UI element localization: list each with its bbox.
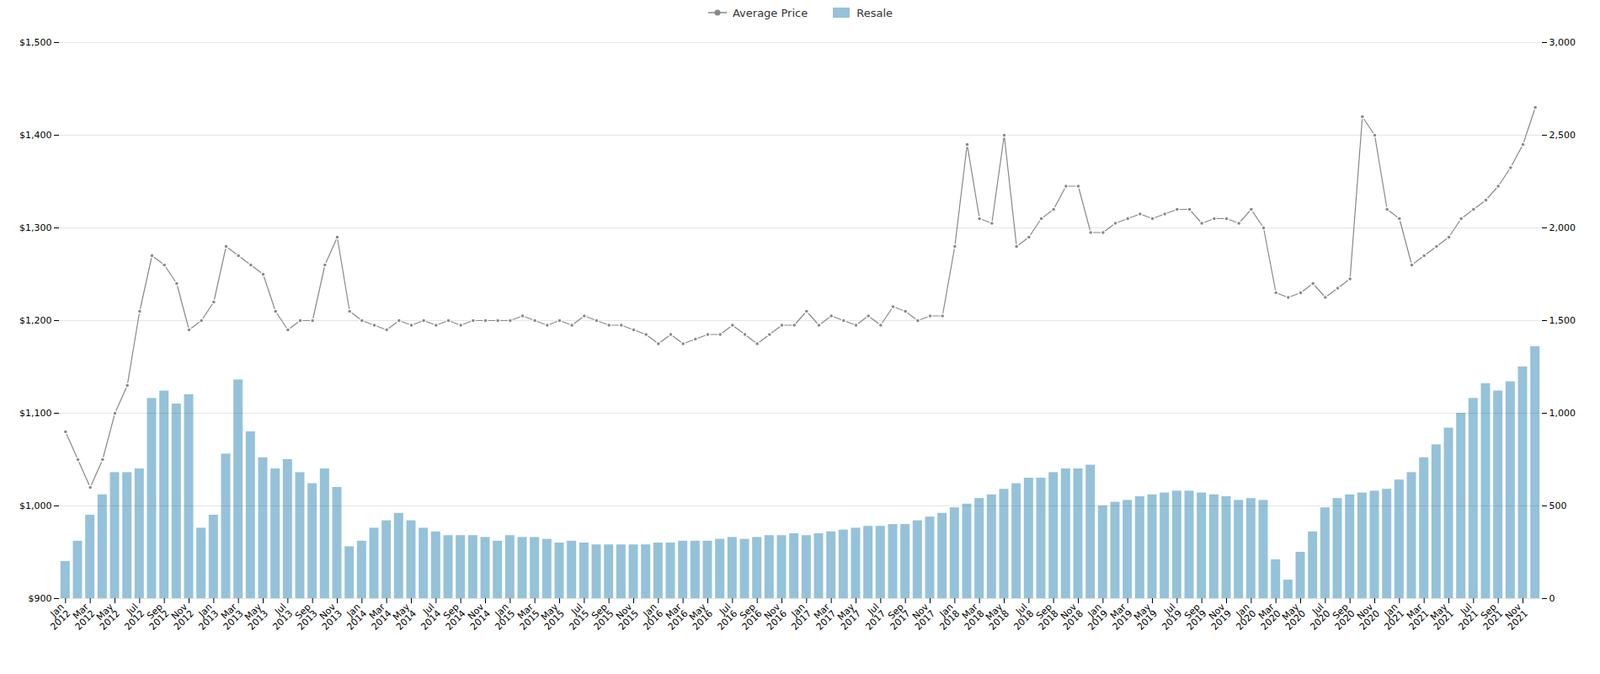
svg-text:Mar2017: Mar2017 [807,601,839,633]
svg-text:2,000: 2,000 [1549,222,1577,234]
svg-text:Sep2013: Sep2013 [288,601,320,633]
svg-text:0: 0 [1549,592,1556,604]
svg-text:$1,400: $1,400 [19,129,53,141]
svg-text:Jan2016: Jan2016 [634,601,667,633]
svg-text:Mar2020: Mar2020 [1252,601,1284,633]
svg-text:Nov2014: Nov2014 [461,601,493,633]
svg-text:Jan2014: Jan2014 [338,601,370,633]
svg-text:Jul2017: Jul2017 [857,601,889,633]
svg-text:$1,500: $1,500 [19,37,53,48]
svg-text:Jul2021: Jul2021 [1450,601,1482,633]
svg-text:Sep2021: Sep2021 [1474,601,1506,633]
svg-text:Nov2019: Nov2019 [1202,601,1234,633]
svg-text:Jul2013: Jul2013 [264,601,296,633]
svg-text:May2019: May2019 [1128,601,1160,633]
svg-text:500: 500 [1549,500,1568,512]
svg-text:Nov2020: Nov2020 [1350,601,1382,633]
svg-text:Jul2015: Jul2015 [560,601,592,633]
svg-text:Jul2020: Jul2020 [1301,601,1334,633]
svg-text:Jan2015: Jan2015 [486,601,518,633]
svg-text:Jan2019: Jan2019 [1079,601,1111,633]
svg-text:$1,300: $1,300 [19,222,53,234]
svg-text:May2016: May2016 [683,601,715,633]
svg-text:Sep2016: Sep2016 [733,601,765,633]
svg-text:Jan2018: Jan2018 [931,601,963,633]
svg-text:$1,100: $1,100 [19,407,53,419]
svg-text:$1,000: $1,000 [19,500,53,512]
svg-text:Sep2012: Sep2012 [140,601,172,633]
html-text:Average Price: Average Price [732,6,808,19]
svg-text:$900: $900 [28,592,53,604]
svg-text:May2017: May2017 [832,601,864,633]
svg-text:Jul2016: Jul2016 [709,601,741,633]
svg-text:Sep2015: Sep2015 [585,601,617,633]
svg-text:Jan2013: Jan2013 [190,601,222,633]
svg-text:Jan2017: Jan2017 [783,601,815,633]
svg-text:Nov2021: Nov2021 [1498,601,1531,633]
svg-text:Mar2016: Mar2016 [659,601,691,633]
svg-text:Mar2012: Mar2012 [66,601,98,633]
svg-text:Nov2018: Nov2018 [1054,601,1086,633]
svg-text:Sep2020: Sep2020 [1326,601,1358,633]
svg-text:Jul2014: Jul2014 [412,601,444,633]
svg-text:Mar2015: Mar2015 [511,601,543,633]
svg-text:Jan2012: Jan2012 [42,601,74,633]
svg-text:Nov2017: Nov2017 [906,601,938,633]
svg-text:1,000: 1,000 [1549,407,1577,419]
svg-text:Mar2018: Mar2018 [955,601,987,633]
svg-text:Mar2013: Mar2013 [214,601,246,633]
svg-text:3,000: 3,000 [1549,37,1577,48]
svg-text:Sep2018: Sep2018 [1029,601,1062,633]
svg-text:Nov2012: Nov2012 [165,601,197,633]
svg-text:Mar2014: Mar2014 [362,601,395,633]
svg-text:Mar2019: Mar2019 [1104,601,1136,633]
svg-text:May2012: May2012 [90,601,123,633]
svg-text:Nov2013: Nov2013 [313,601,345,633]
svg-text:1,500: 1,500 [1549,314,1577,326]
svg-text:Nov2015: Nov2015 [609,601,641,633]
svg-text:Jul2018: Jul2018 [1005,601,1037,633]
svg-text:Sep2017: Sep2017 [881,601,913,633]
svg-text:Nov2016: Nov2016 [757,601,790,633]
html-text:Resale: Resale [856,6,893,19]
svg-text:May2020: May2020 [1276,601,1308,633]
svg-text:Jul2012: Jul2012 [116,601,148,633]
svg-text:May2018: May2018 [980,601,1012,633]
svg-text:May2015: May2015 [535,601,567,633]
svg-text:May2013: May2013 [239,601,271,633]
svg-text:May2021: May2021 [1424,601,1456,633]
svg-text:2,500: 2,500 [1549,129,1577,141]
svg-text:Mar2021: Mar2021 [1400,601,1432,633]
svg-text:Sep2014: Sep2014 [437,601,469,633]
svg-text:Jul2019: Jul2019 [1153,601,1185,633]
svg-text:Sep2019: Sep2019 [1178,601,1210,633]
svg-text:Jan2020: Jan2020 [1227,601,1259,633]
svg-text:May2014: May2014 [387,601,419,633]
svg-text:$1,200: $1,200 [19,314,53,326]
svg-text:Jan2021: Jan2021 [1376,601,1408,633]
